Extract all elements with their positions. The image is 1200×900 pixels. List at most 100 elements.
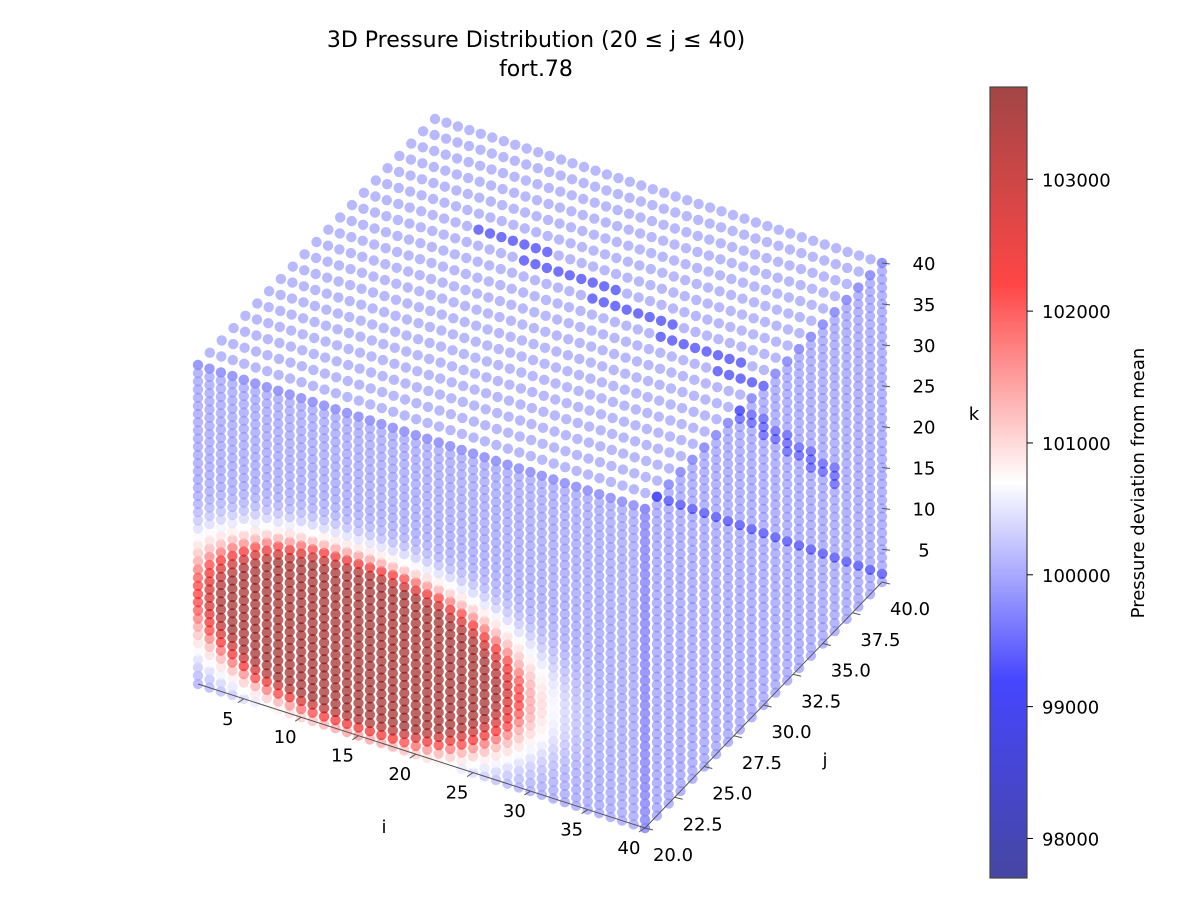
data-point: [192, 646, 204, 657]
data-point: [841, 433, 852, 445]
data-point: [782, 642, 793, 653]
data-point: [676, 402, 688, 414]
data-point: [582, 673, 593, 684]
data-point: [439, 181, 451, 192]
data-point: [639, 781, 651, 793]
data-point: [594, 791, 605, 803]
data-point: [416, 190, 427, 201]
data-point: [509, 155, 520, 166]
data-point: [320, 336, 331, 347]
data-point: [841, 597, 852, 608]
data-point: [356, 283, 367, 294]
data-point: [492, 391, 503, 403]
data-point: [616, 733, 628, 744]
data-point: [333, 276, 344, 287]
data-point: [491, 439, 502, 451]
data-point: [341, 653, 353, 664]
data-point: [483, 276, 494, 287]
data-point: [651, 573, 663, 584]
data-point: [410, 536, 421, 547]
data-point: [734, 544, 745, 555]
data-point: [651, 761, 663, 772]
data-point: [192, 376, 204, 387]
data-point: [817, 368, 828, 379]
data-point: [793, 425, 805, 437]
data-point: [433, 666, 444, 677]
data-point: [531, 195, 543, 206]
data-point: [770, 401, 781, 412]
data-point: [399, 475, 410, 486]
data-point: [687, 765, 698, 776]
data-point: [411, 398, 422, 409]
data-point: [355, 315, 366, 326]
data-point: [699, 744, 710, 756]
data-point: [687, 503, 698, 515]
data-point: [369, 207, 381, 218]
data-point: [571, 571, 582, 582]
data-point: [215, 432, 227, 443]
data-point: [387, 692, 398, 703]
data-point: [722, 434, 734, 445]
data-point: [318, 498, 330, 509]
k-tick-mark: [881, 548, 891, 551]
data-point: [445, 588, 456, 599]
data-point: [353, 632, 364, 643]
data-point: [584, 405, 595, 416]
data-point: [853, 576, 864, 588]
data-point: [273, 516, 284, 527]
j-tick-label: 22.5: [683, 814, 723, 835]
data-point: [771, 304, 783, 315]
data-point: [710, 544, 722, 555]
data-point: [445, 670, 456, 681]
scatter-points: [192, 113, 888, 834]
data-point: [559, 723, 570, 734]
data-point: [652, 459, 663, 470]
data-point: [758, 479, 769, 490]
data-point: [734, 683, 745, 694]
data-point: [605, 590, 616, 602]
data-point: [710, 569, 722, 580]
data-point: [571, 498, 582, 509]
data-point: [479, 746, 490, 757]
data-point: [746, 605, 757, 617]
data-point: [399, 720, 410, 732]
data-point: [284, 463, 295, 474]
data-point: [364, 415, 376, 426]
data-point: [399, 638, 410, 650]
data-point: [490, 619, 502, 630]
data-point: [412, 350, 423, 361]
data-point: [445, 563, 456, 575]
data-point: [663, 626, 674, 637]
data-point: [238, 628, 249, 639]
data-point: [710, 740, 722, 752]
data-point: [433, 633, 444, 644]
data-point: [782, 495, 793, 506]
data-point: [651, 614, 663, 625]
data-point: [622, 272, 633, 283]
data-point: [341, 563, 353, 574]
data-point: [582, 632, 593, 643]
data-point: [594, 473, 605, 484]
data-point: [589, 197, 600, 208]
data-point: [605, 738, 616, 749]
data-point: [876, 282, 888, 293]
data-point: [364, 570, 376, 581]
data-point: [864, 466, 876, 477]
data-point: [250, 484, 261, 495]
data-point: [559, 567, 570, 579]
data-point: [376, 607, 387, 618]
data-point: [404, 202, 415, 213]
data-point: [456, 461, 467, 472]
data-point: [330, 404, 341, 415]
data-point: [261, 570, 272, 581]
data-point: [330, 600, 341, 611]
data-point: [548, 458, 559, 469]
j-tick-mark: [793, 673, 802, 677]
data-point: [433, 740, 444, 751]
j-tick-label: 32.5: [801, 691, 841, 712]
data-point: [628, 663, 639, 675]
data-point: [639, 798, 651, 809]
data-point: [467, 587, 479, 598]
data-point: [479, 697, 490, 708]
data-point: [722, 573, 734, 584]
